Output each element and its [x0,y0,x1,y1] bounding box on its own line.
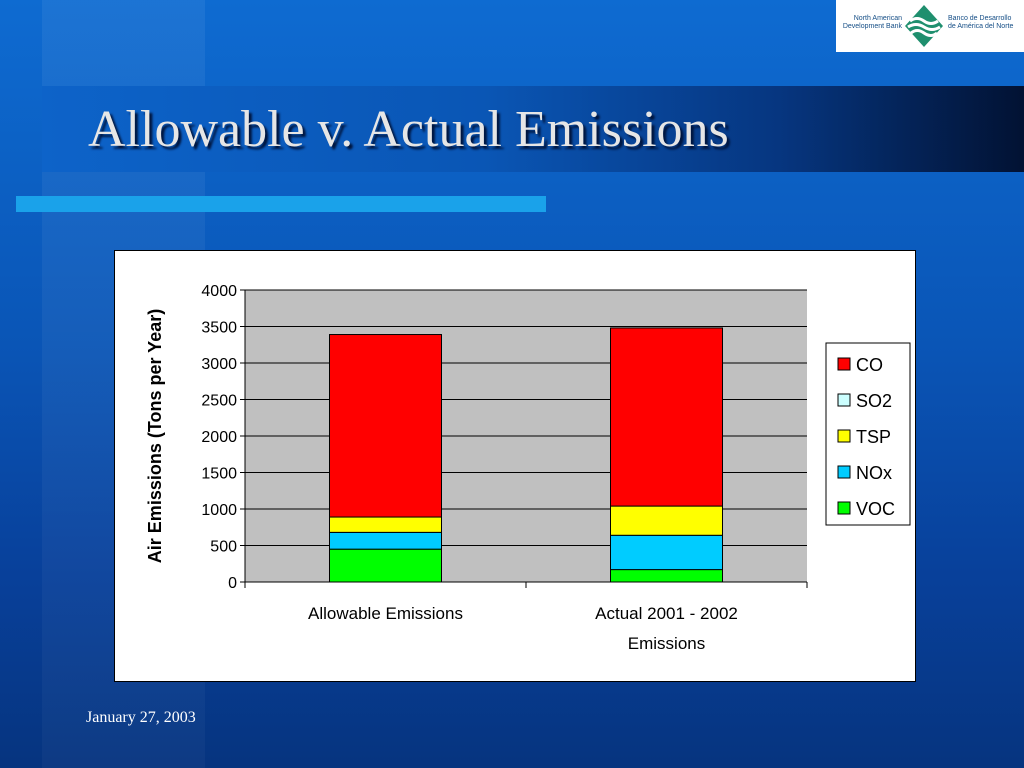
chart-legend: CO SO2 TSP NOx VOC [825,342,911,526]
legend-label-tsp: TSP [856,427,891,447]
y-tick-label: 1500 [201,466,237,483]
y-tick-label: 3000 [201,356,237,373]
logo-text-spanish-line1: Banco de Desarrollo [948,15,1012,22]
bar-segment-co [610,327,723,507]
logo-text-english-line2: Development Bank [842,23,902,30]
y-tick-label: 0 [228,575,237,592]
title-band [42,86,1024,172]
bar-segment-voc [610,569,723,583]
slide-title: Allowable v. Actual Emissions [88,101,729,158]
y-tick-label: 500 [210,539,237,556]
x-category-label: Allowable Emissions [308,604,463,623]
y-tick-label: 3500 [201,320,237,337]
bar-segment-voc [329,548,442,583]
bar-segment-tsp [610,505,723,536]
legend-swatch-co [837,357,851,371]
bar-segment-nox [610,534,723,571]
logo-text-english-line1: North American [853,15,902,22]
y-tick-label: 2500 [201,393,237,410]
legend-label-nox: NOx [856,463,892,483]
logo-text-english: North American Development Bank [840,15,902,31]
bar-segment-tsp [329,516,442,533]
logo-text-spanish: Banco de Desarrollo de América del Norte [948,15,1023,31]
legend-swatch-voc [837,501,851,515]
logo-text-spanish-line2: de América del Norte [948,23,1014,30]
nadbank-logo: North American Development Bank Banco de… [836,0,1024,52]
bar-segment-co [329,334,442,518]
legend-label-co: CO [856,355,883,375]
bar-segment-nox [329,531,442,550]
footer-date: January 27, 2003 [86,709,196,726]
nadbank-diamond-logo-icon [905,5,943,47]
legend-box [825,342,911,526]
y-tick-label: 4000 [201,283,237,300]
legend-label-voc: VOC [856,499,895,519]
x-category-label: Actual 2001 - 2002 Emissions [595,604,738,653]
stacked-bar-chart: 0 500 1000 1500 2000 2500 3000 3500 4000 Allowabl… [145,283,911,653]
title-underline-bar [16,196,546,212]
legend-swatch-tsp [837,429,851,443]
y-axis-title: Air Emissions (Tons per Year) [145,309,165,563]
y-tick-label: 2000 [201,429,237,446]
legend-swatch-nox [837,465,851,479]
legend-label-so2: SO2 [856,391,892,411]
y-tick-label: 1000 [201,502,237,519]
legend-swatch-so2 [837,393,851,407]
emissions-chart: 0 500 1000 1500 2000 2500 3000 3500 4000 Allowabl… [114,250,916,682]
